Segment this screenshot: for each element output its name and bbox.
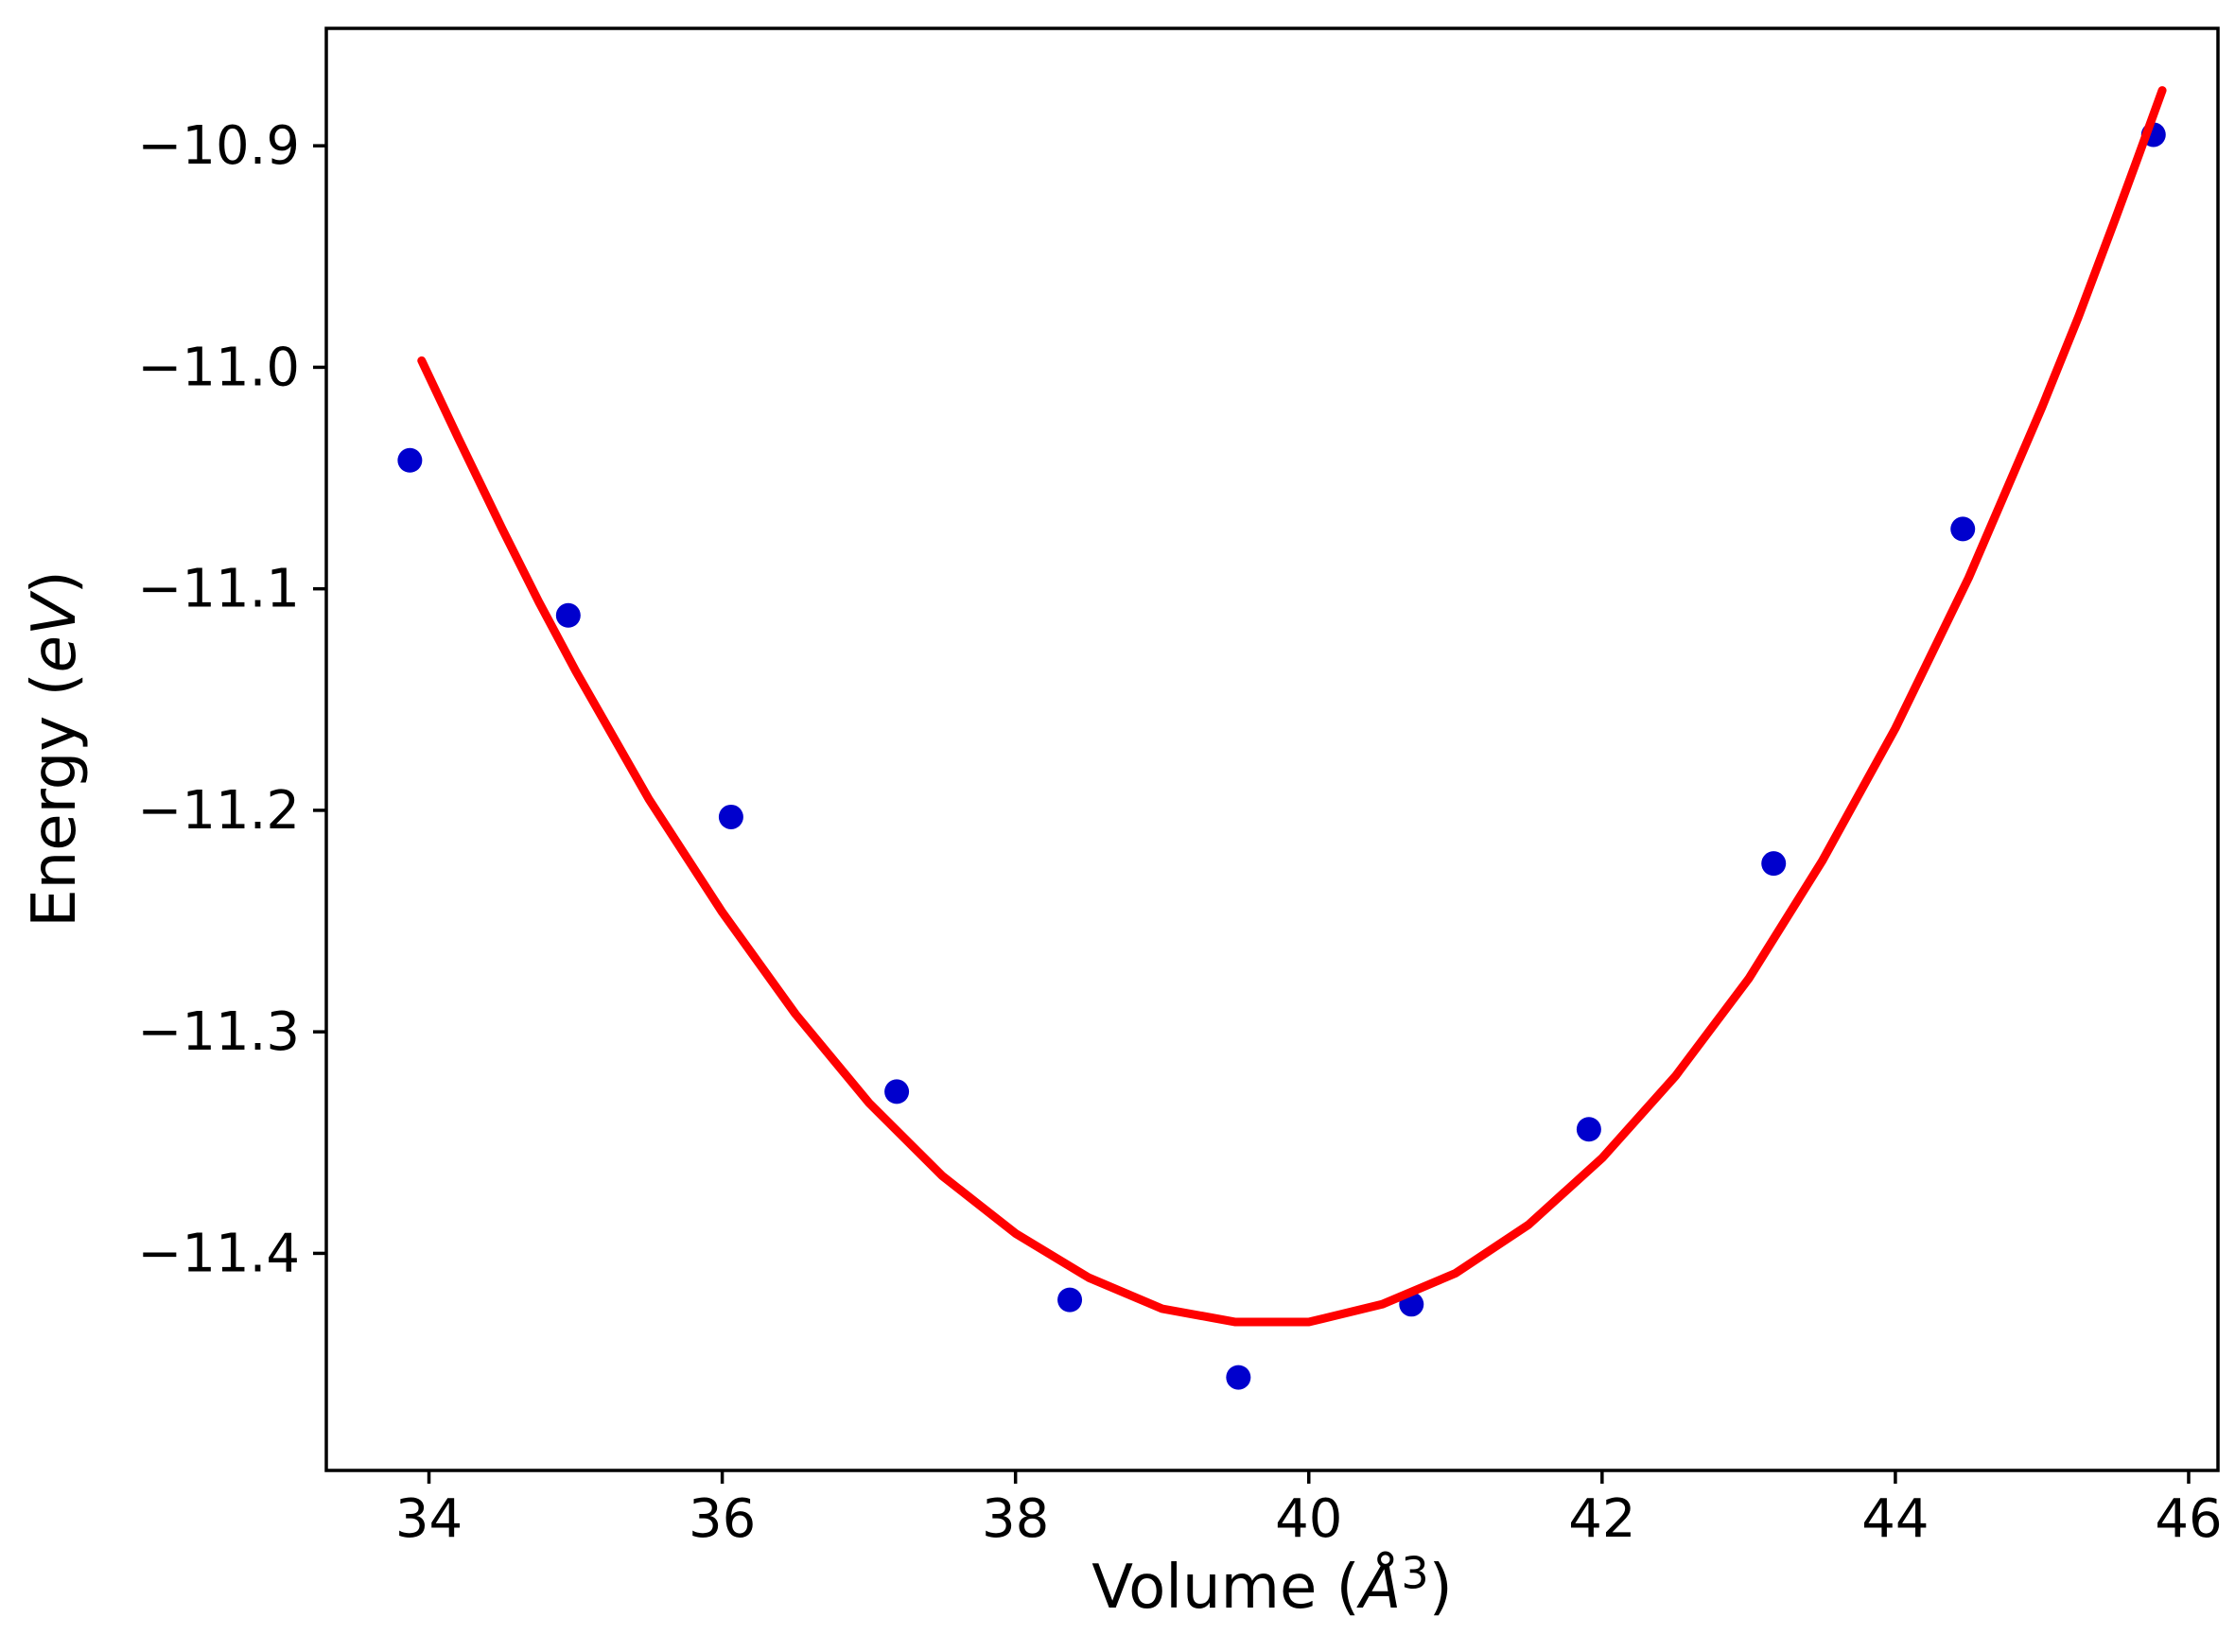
x-axis-label-text: Volume ( <box>1091 1553 1360 1623</box>
y-axis-label-symbol: eV <box>20 594 90 673</box>
data-point <box>1761 851 1787 877</box>
data-point <box>1226 1365 1251 1390</box>
x-axis-label: Volume (Å3) <box>326 1551 2218 1623</box>
y-tick-label: −11.2 <box>137 780 300 842</box>
x-tick-label: 38 <box>982 1488 1049 1550</box>
x-tick-label: 34 <box>395 1488 463 1550</box>
data-point <box>1576 1117 1601 1142</box>
y-tick-label: −10.9 <box>137 115 300 177</box>
y-axis-label-text: Energy ( <box>20 672 90 928</box>
plot-border <box>324 26 2220 1472</box>
x-tick-label: 42 <box>1568 1488 1635 1550</box>
eos-fit-curve <box>417 86 2167 1327</box>
y-tick-label: −11.4 <box>137 1223 300 1284</box>
y-tick-label: −11.1 <box>137 559 300 620</box>
y-axis-label: Energy (eV) <box>20 570 90 928</box>
y-axis-label-close: ) <box>20 570 90 595</box>
data-point <box>884 1079 910 1104</box>
x-tick-label: 36 <box>689 1488 756 1550</box>
data-point <box>397 447 423 473</box>
x-tick-label: 44 <box>1861 1488 1929 1550</box>
x-axis-label-exponent: 3 <box>1401 1547 1429 1599</box>
y-tick-label: −11.3 <box>137 1001 300 1063</box>
data-point <box>718 804 743 829</box>
x-axis-label-symbol: Å <box>1359 1553 1402 1623</box>
data-point <box>555 602 581 628</box>
data-point <box>1057 1287 1083 1313</box>
x-axis-label-close: ) <box>1428 1553 1453 1623</box>
x-tick-label: 46 <box>2155 1488 2222 1550</box>
y-tick-label: −11.0 <box>137 337 300 398</box>
x-tick-label: 40 <box>1275 1488 1342 1550</box>
data-point <box>1950 516 1976 542</box>
